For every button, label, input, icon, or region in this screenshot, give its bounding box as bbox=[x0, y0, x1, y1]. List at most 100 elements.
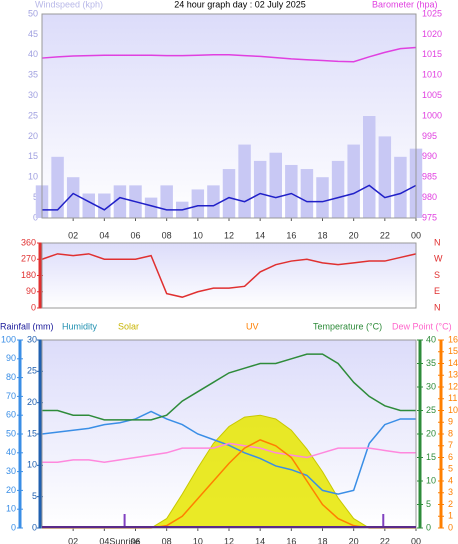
series-line bbox=[42, 184, 417, 211]
gust-bar bbox=[285, 164, 298, 218]
y-tick-label: 60 bbox=[6, 410, 16, 420]
y-tick-label: 975 bbox=[422, 212, 437, 222]
y-tick-label: 6 bbox=[448, 452, 453, 462]
gust-bar bbox=[378, 136, 392, 218]
gust-bar bbox=[394, 156, 407, 218]
y-tick-label: 7 bbox=[448, 440, 453, 450]
x-tick-label: 00 bbox=[411, 536, 421, 544]
y-tick-label: 70 bbox=[6, 391, 16, 401]
y-tick-label: 15 bbox=[448, 346, 458, 356]
axis-title: Solar bbox=[118, 321, 139, 331]
gust-bar bbox=[316, 177, 329, 218]
gust-bar bbox=[160, 185, 173, 218]
y-tick-label: 1000 bbox=[422, 110, 442, 120]
y-tick-label: 2 bbox=[448, 499, 453, 509]
y-tick-label: 1020 bbox=[422, 29, 442, 39]
x-tick-label: 20 bbox=[349, 536, 359, 544]
y-tick-label: 990 bbox=[422, 151, 437, 161]
x-tick-label: 10 bbox=[193, 230, 203, 240]
series-line bbox=[41, 46, 417, 63]
y-tick-label: 11 bbox=[448, 393, 457, 403]
x-tick-label: 20 bbox=[349, 230, 359, 240]
y-tick-label: 1005 bbox=[422, 90, 442, 100]
x-tick-label: 12 bbox=[224, 536, 234, 544]
y-tick-label: 980 bbox=[422, 192, 437, 202]
y-tick-label: W bbox=[434, 254, 443, 264]
y-tick-label: 5 bbox=[448, 464, 453, 474]
x-tick-label: 08 bbox=[162, 230, 172, 240]
x-tick-label: 16 bbox=[286, 536, 296, 544]
gust-bar bbox=[144, 197, 158, 218]
y-tick-label: 50 bbox=[6, 428, 16, 438]
y-tick-label: 9 bbox=[448, 417, 453, 427]
gust-bar bbox=[82, 193, 95, 218]
y-tick-label: 0 bbox=[31, 302, 36, 312]
x-tick-label: 14 bbox=[255, 536, 265, 544]
y-tick-label: N bbox=[434, 237, 441, 247]
y-tick-label: 3 bbox=[448, 487, 453, 497]
y-tick-label: N bbox=[434, 302, 441, 312]
series-line bbox=[42, 442, 416, 463]
x-tick-label: 18 bbox=[317, 230, 327, 240]
y-tick-label: 50 bbox=[28, 8, 38, 18]
gust-bar bbox=[238, 144, 251, 218]
axis-title: UV bbox=[246, 321, 259, 331]
gust-bar bbox=[98, 193, 111, 218]
y-tick-label: E bbox=[434, 286, 440, 296]
y-tick-label: 13 bbox=[448, 370, 458, 380]
gust-bar bbox=[207, 185, 220, 218]
x-tick-label: 06 bbox=[130, 536, 140, 544]
x-tick-label: 06 bbox=[130, 230, 140, 240]
x-tick-label: 00 bbox=[411, 230, 421, 240]
y-tick-label: 0 bbox=[11, 522, 16, 532]
gust-bar bbox=[363, 116, 376, 218]
y-tick-label: 15 bbox=[28, 151, 38, 161]
axis-title: Windspeed (kph) bbox=[35, 0, 103, 9]
y-tick-label: 20 bbox=[6, 485, 16, 495]
axis-title: Barometer (hpa) bbox=[372, 0, 438, 9]
y-tick-label: 40 bbox=[28, 49, 38, 59]
y-tick-label: 35 bbox=[426, 358, 436, 368]
axis-title: Rainfall (mm) bbox=[0, 321, 54, 331]
x-tick-label: 12 bbox=[224, 230, 234, 240]
plot-frame bbox=[41, 13, 417, 219]
y-tick-label: 4 bbox=[448, 475, 453, 485]
y-tick-label: 15 bbox=[426, 452, 436, 462]
axis-title: 24 hour graph day : 02 July 2025 bbox=[174, 0, 306, 9]
y-tick-label: 20 bbox=[28, 131, 38, 141]
y-tick-label: 30 bbox=[28, 90, 38, 100]
y-tick-label: 0 bbox=[426, 522, 431, 532]
x-tick-label: 08 bbox=[162, 536, 172, 544]
plot-area bbox=[42, 243, 416, 308]
gust-bar bbox=[191, 189, 205, 218]
y-tick-label: 25 bbox=[28, 110, 38, 120]
gust-bar bbox=[51, 156, 64, 218]
y-tick-label: 270 bbox=[21, 254, 36, 264]
y-tick-label: 10 bbox=[448, 405, 458, 415]
axis-title: Temperature (°C) bbox=[313, 321, 382, 331]
axis-title: Humidity bbox=[62, 321, 98, 331]
y-tick-label: 0 bbox=[33, 212, 38, 222]
x-tick-label: 18 bbox=[317, 536, 327, 544]
y-tick-label: 30 bbox=[426, 381, 436, 391]
y-tick-label: 90 bbox=[6, 353, 16, 363]
y-tick-label: 15 bbox=[27, 428, 37, 438]
sunrise-label: Sunrise bbox=[109, 536, 140, 544]
x-tick-label: 02 bbox=[68, 536, 78, 544]
y-tick-label: 360 bbox=[21, 237, 36, 247]
y-tick-label: 16 bbox=[448, 334, 458, 344]
x-tick-label: 22 bbox=[380, 536, 390, 544]
x-tick-label: 22 bbox=[380, 230, 390, 240]
axis-title: Dew Point (°C) bbox=[392, 321, 452, 331]
y-tick-label: 8 bbox=[448, 428, 453, 438]
y-tick-label: 995 bbox=[422, 131, 437, 141]
series-line bbox=[41, 253, 417, 298]
y-tick-label: 5 bbox=[32, 491, 37, 501]
y-tick-label: 5 bbox=[33, 192, 38, 202]
y-tick-label: S bbox=[434, 270, 440, 280]
gust-bar bbox=[253, 160, 267, 218]
x-tick-label: 04 bbox=[99, 536, 109, 544]
y-tick-label: 25 bbox=[27, 366, 37, 376]
y-tick-label: 10 bbox=[426, 475, 436, 485]
y-tick-label: 40 bbox=[426, 334, 436, 344]
